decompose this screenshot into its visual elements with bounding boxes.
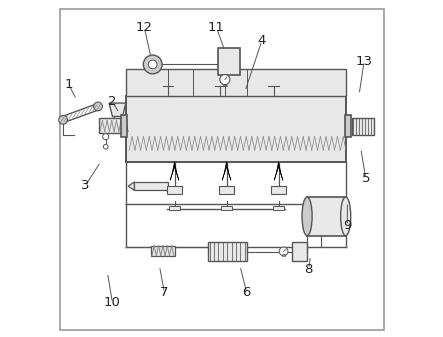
Ellipse shape — [341, 197, 351, 236]
Bar — [223, 85, 226, 86]
Circle shape — [279, 247, 288, 256]
Circle shape — [148, 60, 157, 69]
Polygon shape — [274, 162, 283, 180]
Bar — [271, 186, 286, 194]
Ellipse shape — [302, 197, 312, 236]
Text: 8: 8 — [305, 263, 313, 276]
Bar — [99, 118, 126, 133]
Text: 11: 11 — [208, 21, 225, 34]
Circle shape — [103, 133, 109, 140]
Bar — [169, 207, 180, 210]
Bar — [219, 186, 234, 194]
Circle shape — [143, 55, 162, 74]
Bar — [345, 115, 351, 136]
Text: 4: 4 — [257, 34, 266, 48]
Polygon shape — [128, 182, 134, 190]
Bar — [121, 115, 127, 136]
Bar — [221, 207, 232, 210]
Bar — [134, 182, 168, 190]
Text: 13: 13 — [356, 55, 373, 68]
Circle shape — [220, 74, 230, 85]
Text: 5: 5 — [361, 172, 370, 185]
Polygon shape — [170, 162, 179, 180]
Bar — [126, 69, 346, 96]
Bar — [208, 242, 247, 261]
Bar — [307, 197, 346, 236]
Polygon shape — [222, 162, 231, 180]
Text: 9: 9 — [343, 219, 352, 232]
Circle shape — [93, 102, 102, 111]
Polygon shape — [109, 103, 126, 117]
Bar — [126, 96, 346, 162]
Bar — [151, 246, 175, 256]
Text: 2: 2 — [108, 95, 117, 108]
Text: 1: 1 — [65, 78, 73, 91]
Circle shape — [59, 116, 67, 124]
Text: 12: 12 — [136, 21, 153, 34]
Text: 7: 7 — [160, 286, 169, 299]
Text: 3: 3 — [82, 179, 90, 192]
Bar — [352, 118, 374, 135]
Bar — [167, 186, 182, 194]
Bar — [292, 242, 307, 261]
Text: 10: 10 — [104, 296, 121, 309]
Bar — [218, 48, 240, 74]
Bar — [282, 254, 285, 256]
Text: 6: 6 — [242, 286, 251, 299]
Circle shape — [103, 144, 108, 149]
Bar — [273, 207, 284, 210]
